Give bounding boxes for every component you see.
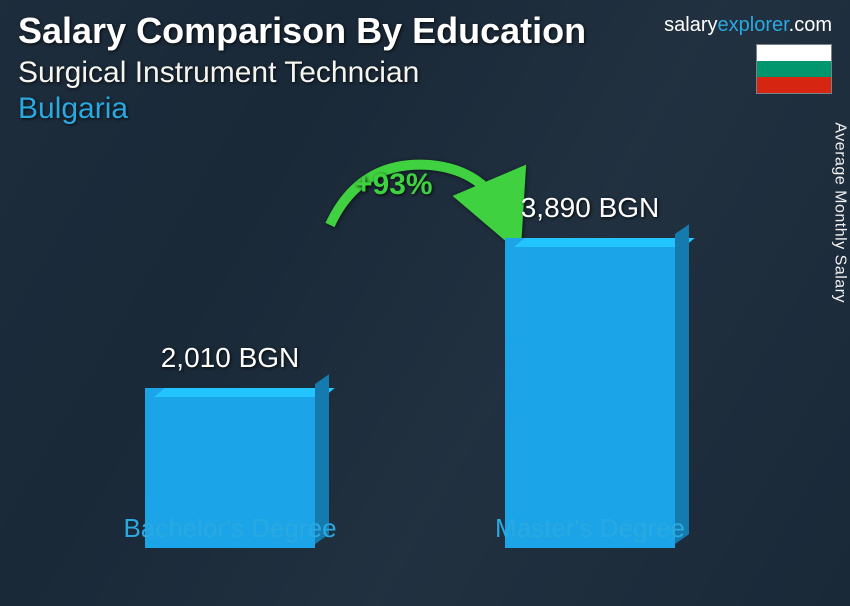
page-subtitle: Surgical Instrument Techncian [18,56,832,90]
brand-mid: explorer [718,14,789,36]
bar-group: 2,010 BGNBachelor's Degree [140,388,320,548]
bar-category-label: Master's Degree [495,513,685,544]
brand-suffix: .com [789,14,832,36]
flag-stripe-top [757,45,831,61]
country-label: Bulgaria [18,92,832,126]
flag-stripe-bot [757,77,831,93]
flag-stripe-mid [757,61,831,77]
brand-prefix: salary [664,14,717,36]
bar: 3,890 BGN [505,238,675,548]
bar-chart: 2,010 BGNBachelor's Degree3,890 BGNMaste… [60,168,770,588]
bar-value-label: 3,890 BGN [521,192,660,224]
bar-category-label: Bachelor's Degree [123,513,336,544]
flag-icon [756,44,832,94]
bar-group: 3,890 BGNMaster's Degree [500,238,680,548]
brand-logo: salaryexplorer.com [664,14,832,37]
bar-value-label: 2,010 BGN [161,342,300,374]
y-axis-label: Average Monthly Salary [831,122,849,303]
